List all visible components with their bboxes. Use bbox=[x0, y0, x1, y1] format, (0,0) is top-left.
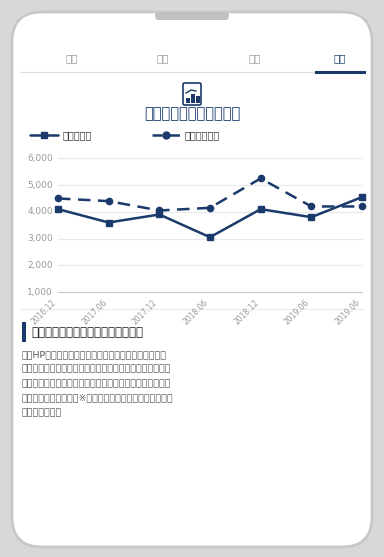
Text: 投資: 投資 bbox=[249, 53, 261, 63]
Text: 2019.06: 2019.06 bbox=[333, 298, 362, 326]
Text: す。価格は売出年月時点での売出価格であり、成約価格で: す。価格は売出年月時点での売出価格であり、成約価格で bbox=[22, 364, 172, 374]
Text: 売却: 売却 bbox=[334, 53, 346, 63]
Text: 2018.12: 2018.12 bbox=[232, 298, 261, 326]
Text: 1,000: 1,000 bbox=[27, 287, 53, 296]
Text: 6,000: 6,000 bbox=[27, 154, 53, 163]
Text: 追加されております。※コラビット社より提供されたデー: 追加されております。※コラビット社より提供されたデー bbox=[22, 393, 174, 403]
Text: 賞貸: 賞貸 bbox=[157, 53, 169, 63]
Bar bbox=[186, 98, 189, 103]
Text: 2,000: 2,000 bbox=[27, 261, 53, 270]
FancyBboxPatch shape bbox=[155, 12, 229, 20]
Text: 2019.06: 2019.06 bbox=[283, 298, 311, 326]
Text: 2017.06: 2017.06 bbox=[80, 298, 109, 326]
Text: 2016.12: 2016.12 bbox=[30, 298, 58, 326]
FancyBboxPatch shape bbox=[12, 12, 372, 547]
Text: 3,000: 3,000 bbox=[27, 234, 53, 243]
Bar bbox=[22, 322, 25, 342]
Text: 東京都渋谷区道玄坤の売り出し履歴: 東京都渋谷区道玄坤の売り出し履歴 bbox=[31, 325, 143, 339]
Text: 購入: 購入 bbox=[66, 53, 78, 63]
Text: 2018.06: 2018.06 bbox=[182, 298, 210, 326]
Text: 2017.12: 2017.12 bbox=[131, 298, 159, 326]
Text: 最寄り駅推移: 最寄り駅推移 bbox=[185, 130, 220, 140]
Text: 4,000: 4,000 bbox=[27, 207, 53, 216]
Text: 周辺のマーケットデータ: 周辺のマーケットデータ bbox=[144, 106, 240, 121]
Text: 5,000: 5,000 bbox=[27, 180, 53, 189]
Bar bbox=[196, 96, 200, 103]
Text: 行政区推移: 行政区推移 bbox=[63, 130, 93, 140]
Text: タをもとに作成: タをもとに作成 bbox=[22, 408, 62, 417]
Text: 当社HPで掲載していない物件も含む売出事例となりま: 当社HPで掲載していない物件も含む売出事例となりま bbox=[22, 350, 167, 359]
Bar bbox=[191, 94, 195, 103]
Text: はありません。また、価格変更時も売出年月として事例に: はありません。また、価格変更時も売出年月として事例に bbox=[22, 379, 172, 388]
